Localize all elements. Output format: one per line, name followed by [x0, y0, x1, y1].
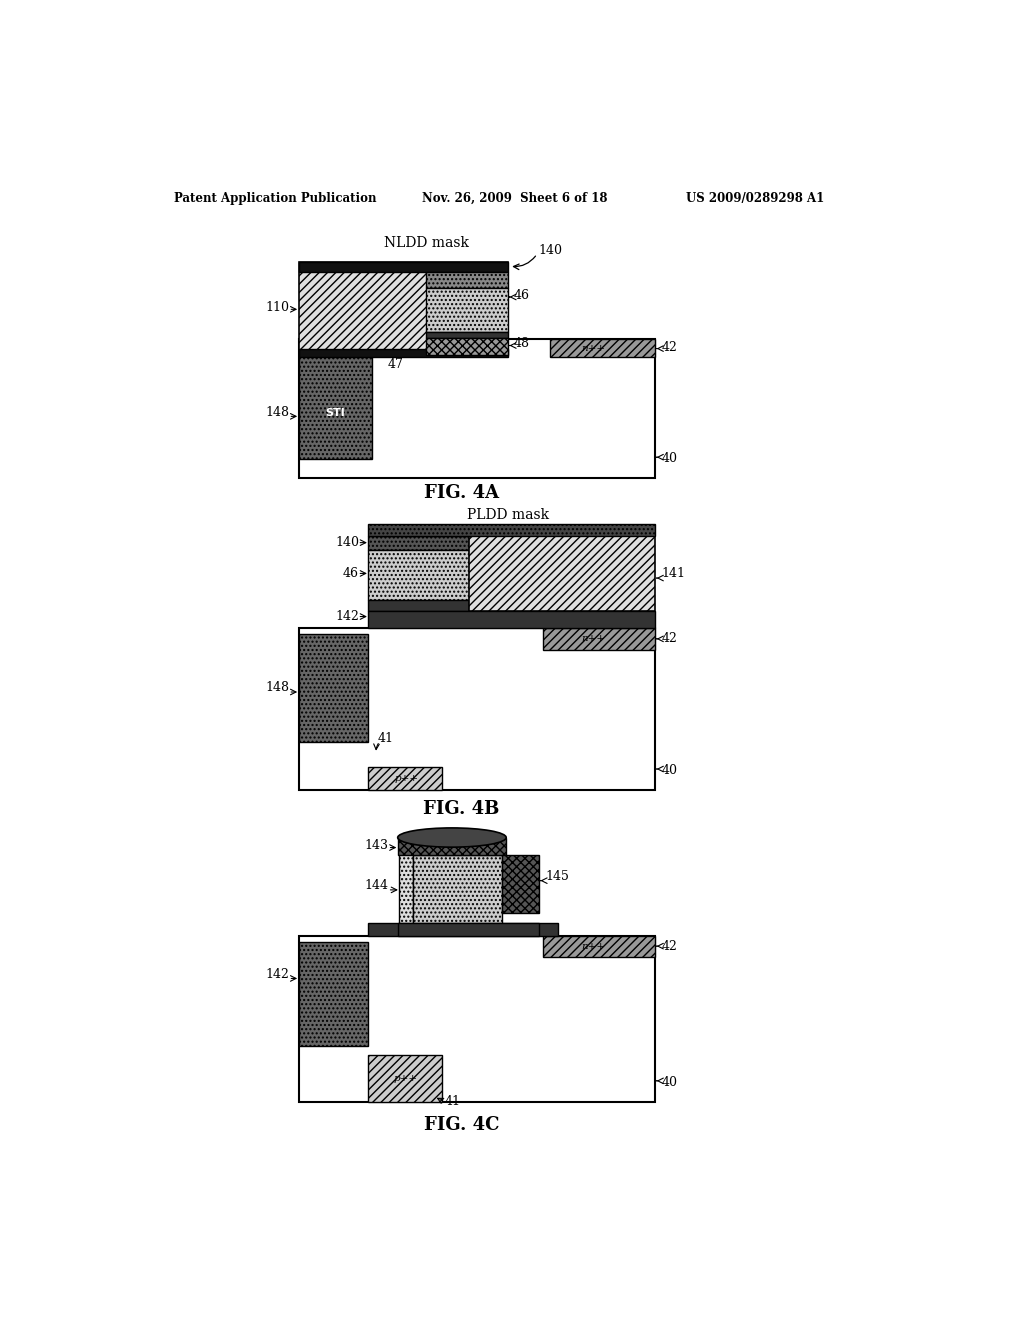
Bar: [369, 536, 469, 549]
Bar: [414, 855, 503, 923]
Bar: [369, 767, 442, 789]
Text: n++: n++: [581, 635, 605, 643]
Text: n++: n++: [581, 941, 605, 950]
Bar: [369, 923, 558, 936]
Text: STI: STI: [325, 408, 345, 417]
Text: 42: 42: [662, 631, 677, 644]
Bar: [299, 339, 655, 478]
Bar: [426, 272, 508, 288]
Bar: [369, 599, 469, 611]
Text: US 2009/0289298 A1: US 2009/0289298 A1: [686, 191, 824, 205]
Text: FIG. 4C: FIG. 4C: [424, 1115, 499, 1134]
Ellipse shape: [397, 828, 506, 847]
Bar: [299, 635, 369, 742]
Text: PLDD mask: PLDD mask: [467, 508, 549, 521]
Bar: [399, 850, 414, 923]
Text: 41: 41: [378, 731, 393, 744]
Text: 46: 46: [514, 289, 530, 302]
Text: 144: 144: [365, 879, 388, 892]
Text: 148: 148: [265, 681, 289, 694]
Bar: [299, 263, 508, 355]
Bar: [503, 855, 539, 913]
Text: 40: 40: [662, 453, 677, 465]
Bar: [369, 524, 655, 536]
Text: FIG. 4B: FIG. 4B: [423, 800, 500, 818]
Bar: [426, 338, 508, 355]
Text: 46: 46: [343, 566, 359, 579]
Text: 42: 42: [662, 342, 677, 354]
Text: 41: 41: [444, 1096, 460, 1109]
Bar: [369, 1056, 442, 1102]
Bar: [369, 611, 655, 628]
Text: 40: 40: [662, 1076, 677, 1089]
Bar: [543, 936, 655, 957]
Text: p++: p++: [393, 1074, 418, 1082]
Text: Nov. 26, 2009  Sheet 6 of 18: Nov. 26, 2009 Sheet 6 of 18: [423, 191, 608, 205]
Text: 142: 142: [335, 610, 359, 623]
Bar: [299, 628, 655, 789]
Text: 148: 148: [265, 407, 289, 418]
Text: 142: 142: [265, 968, 289, 981]
Text: 48: 48: [514, 338, 530, 351]
Bar: [369, 549, 469, 599]
Text: 140: 140: [335, 536, 359, 549]
Text: 145: 145: [545, 870, 568, 883]
Bar: [299, 355, 372, 459]
Bar: [426, 331, 508, 338]
Text: Patent Application Publication: Patent Application Publication: [174, 191, 377, 205]
Text: n++: n++: [581, 345, 605, 352]
Text: p++: p++: [395, 774, 419, 783]
Text: 143: 143: [365, 838, 388, 851]
Bar: [469, 536, 655, 611]
Text: 40: 40: [662, 764, 677, 777]
Bar: [299, 350, 508, 358]
Bar: [426, 288, 508, 331]
Bar: [397, 923, 539, 936]
Bar: [397, 838, 506, 855]
Text: 42: 42: [662, 940, 677, 953]
Bar: [299, 942, 369, 1047]
Text: NLDD mask: NLDD mask: [384, 236, 469, 249]
Text: FIG. 4A: FIG. 4A: [424, 484, 499, 503]
Text: 47: 47: [387, 358, 403, 371]
Bar: [550, 339, 655, 358]
Bar: [299, 263, 508, 272]
Text: 141: 141: [662, 566, 685, 579]
Bar: [299, 936, 655, 1102]
Bar: [543, 628, 655, 649]
Text: 110: 110: [265, 301, 289, 314]
Text: 140: 140: [539, 244, 563, 257]
